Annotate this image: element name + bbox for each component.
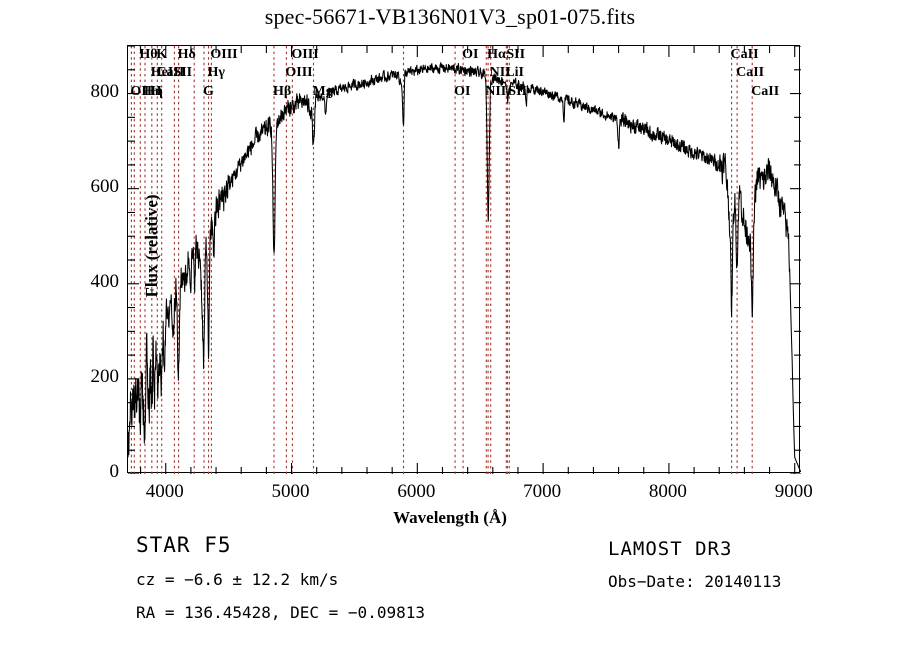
x-tick-label: 5000 [271,481,310,502]
spectral-line-label: CaII [156,65,185,80]
spectral-line-label: CaII [751,84,780,99]
spectral-line-label: H [150,84,162,99]
spectral-line-label: OII [130,84,153,99]
spectrum-plot-svg [127,45,802,475]
spectral-line-label: CaII [736,65,765,80]
spectral-line-label: NII [485,84,507,99]
spectral-line-label: Hβ [273,84,292,99]
spectral-line-label: Hγ [207,65,225,80]
y-tick-label: 200 [90,365,120,387]
spectral-line-label: OIII [210,47,238,62]
spectral-line-label: Mg [312,84,333,99]
plot-canvas [127,45,802,475]
spectral-line-label: SII [508,84,527,99]
spectral-line-label: CaII [730,47,759,62]
spectral-line-label: OI [454,84,471,99]
observation-date: Obs−Date: 20140113 [608,572,782,591]
y-tick-label: 800 [90,80,120,102]
object-class: STAR F5 [136,533,232,557]
spectral-line-label: SII [173,65,193,80]
spectral-line-label: K [156,47,168,62]
y-tick-label: 400 [90,270,120,292]
spectral-line-label: OIII [285,65,313,80]
survey-name: LAMOST DR3 [608,538,733,560]
spectral-line-label: Hα [487,47,506,62]
x-tick-label: 8000 [648,481,687,502]
spectral-line-label: NII [489,65,511,80]
y-tick-label: 0 [109,461,120,482]
x-tick-label: 7000 [523,481,562,502]
redshift-value: cz = −6.6 ± 12.2 km/s [136,570,339,589]
spectral-line-label: Hθ [139,47,158,62]
spectral-line-markers [130,46,753,474]
y-axis-title: Flux (relative) [142,194,161,298]
coordinates: RA = 136.45428, DEC = −0.09813 [136,603,425,622]
spectral-line-label: LiI [505,65,524,80]
y-tick-label: 600 [90,175,120,197]
spectral-line-label: G [202,84,214,99]
spectral-line-label: Hδ [177,47,196,62]
plot-area: OII Hη H CaII HeI SII Hθ K Hδ Hγ G OIII Hβ OIII OIII Mg… [127,45,802,475]
x-tick-label: 6000 [397,481,436,502]
x-tick-label: 9000 [774,481,813,502]
spectral-line-label: OI [462,47,479,62]
spectral-line-label: OIII [291,47,319,62]
spectral-line-label: Hη [143,84,163,99]
page-title: spec-56671-VB136N01V3_sp01-075.fits [264,4,636,29]
x-axis-title: Wavelength (Å) [393,508,507,527]
spectrum-trace [127,62,802,473]
spectral-line-label: HeI [150,65,174,80]
spectral-line-label: SII [506,47,526,62]
x-tick-label: 4000 [145,481,184,502]
